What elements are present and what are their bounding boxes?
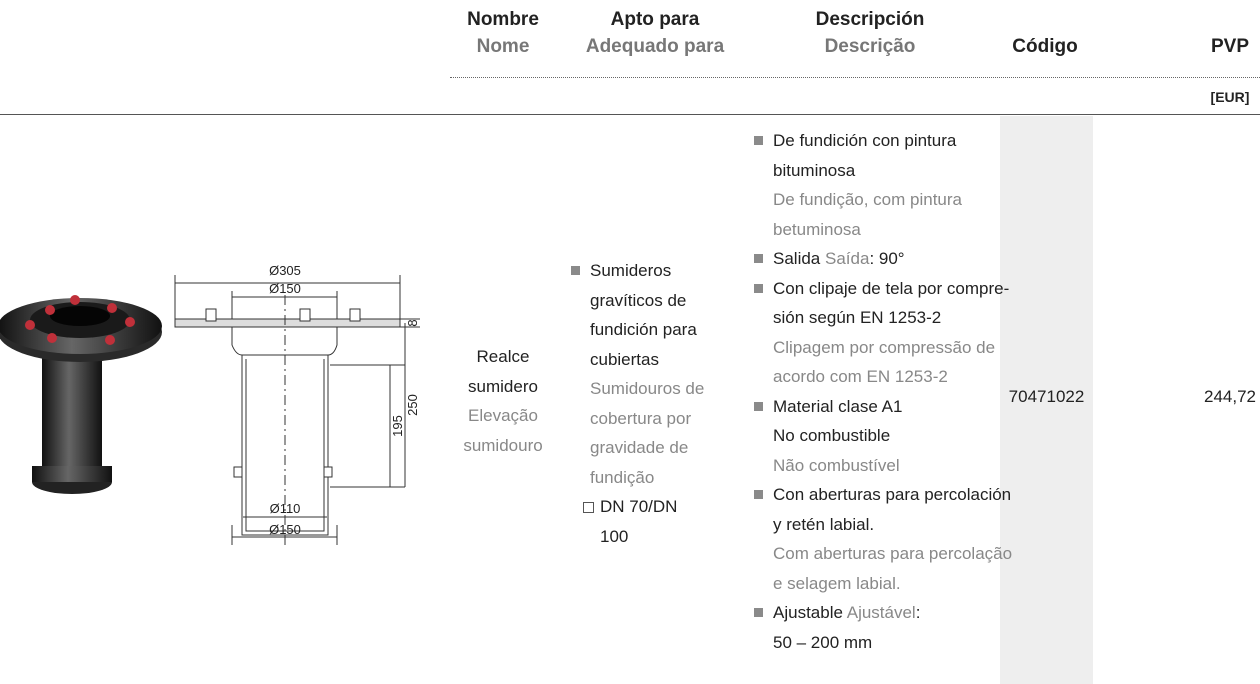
text-line: Ajustable Ajustável:: [754, 598, 1003, 628]
text-line: Con clipaje de tela por compre-: [754, 274, 1009, 304]
technical-drawing: Ø305 Ø150 8 195 250 Ø110 Ø150: [174, 263, 420, 545]
text-line: cobertura por: [590, 408, 692, 428]
text-line: Sumidouros de: [590, 379, 705, 398]
text-line: cubiertas: [590, 349, 659, 369]
term-pt: Ajustável: [846, 603, 916, 622]
dimension-label: Ø305: [269, 263, 301, 278]
text-line: Não combustível: [773, 455, 900, 475]
text-line: bituminosa: [773, 160, 856, 180]
text-line: e selagem labial.: [773, 573, 901, 593]
description-cell: De fundición con pintura bituminosa De fun…: [754, 126, 1013, 657]
text-line: Com aberturas para percolação: [773, 544, 1013, 563]
text-line: gravidade de: [590, 438, 689, 457]
term-value: :: [915, 603, 921, 622]
text-line: De fundição, com pintura: [773, 190, 962, 209]
text-line: fundição: [590, 467, 655, 487]
text-line: 50 – 200 mm: [773, 632, 873, 652]
text-line: sumidero: [468, 376, 538, 396]
text-line: Material clase A1: [754, 392, 1003, 422]
header-pt: Descrição: [824, 36, 916, 57]
option: DN 70/DN 100: [583, 492, 730, 551]
dimension-label: Ø150: [269, 281, 301, 296]
dimension-label: Ø110: [270, 501, 301, 516]
header-suitable: Apto para Adequado para: [570, 6, 740, 60]
header-code: Código: [1012, 36, 1078, 57]
text-line: Sumideros: [571, 256, 730, 286]
text-line: acordo com EN 1253-2: [773, 367, 948, 386]
text-line: Realce: [476, 347, 530, 366]
code-background: [1000, 116, 1093, 684]
text-line: betuminosa: [773, 219, 861, 239]
text-line: Con aberturas para percolación: [754, 480, 1011, 510]
header-unit: [EUR]: [1210, 89, 1250, 105]
header-divider: [450, 77, 1260, 78]
dimension-label: Ø150: [269, 522, 301, 537]
term-pt: Saída: [825, 249, 870, 268]
code: 70471022: [1008, 387, 1085, 406]
text-line: Salida Saída: 90°: [754, 244, 1003, 274]
product-photo: [0, 295, 162, 494]
header-es: Descripción: [815, 9, 925, 30]
text-line: No combustible: [773, 426, 891, 445]
price: 244,72: [1204, 387, 1256, 406]
text-line: DN 70/DN: [583, 492, 730, 522]
text-line: sión según EN 1253-2: [773, 308, 942, 327]
dimension-label: 8: [405, 319, 420, 326]
term-es: Ajustable: [773, 603, 843, 622]
dimension-label: 250: [405, 394, 420, 416]
row-divider: [0, 114, 1260, 115]
header-es: Apto para: [610, 9, 700, 30]
term-value: : 90°: [869, 249, 905, 268]
header-price: PVP: [1210, 36, 1250, 57]
text-line: De fundición con pintura: [754, 126, 1003, 156]
header-pt: Adequado para: [585, 36, 725, 57]
header-es: Nombre: [467, 9, 539, 30]
text-line: fundición para: [590, 320, 697, 339]
header-name: Nombre Nome: [448, 6, 558, 60]
text-line: gravíticos de: [590, 290, 687, 310]
text-line: y retén labial.: [773, 514, 875, 534]
name-cell: Realce sumidero Elevação sumidouro: [448, 342, 558, 460]
text-line: Clipagem por compressão de: [773, 337, 996, 357]
header-pt: Nome: [476, 36, 530, 57]
suitable-cell: Sumideros gravíticos de fundición para cubi…: [571, 256, 730, 551]
dimension-label: 195: [390, 415, 405, 437]
text-line: Elevação: [468, 406, 538, 425]
text-line: 100: [600, 526, 629, 546]
text-line: sumidouro: [463, 435, 543, 455]
header-description: Descripción Descrição: [770, 6, 970, 60]
term-es: Salida: [773, 249, 821, 268]
